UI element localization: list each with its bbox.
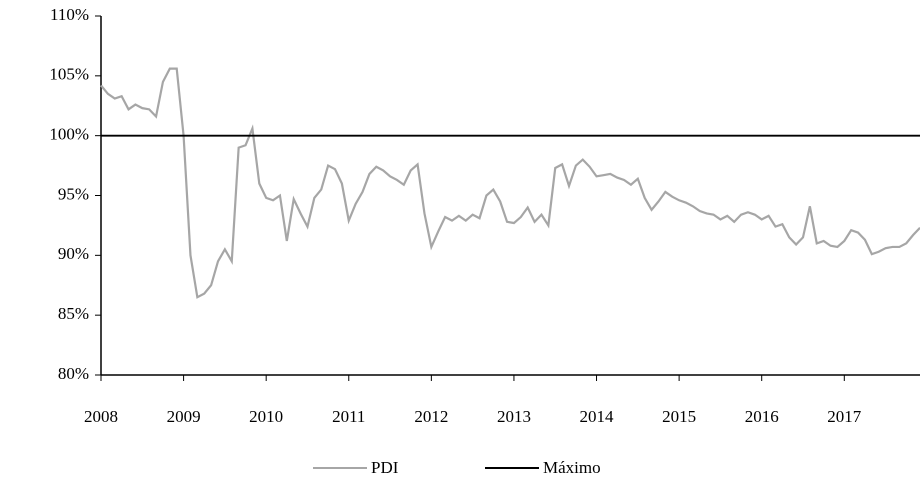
x-tick-label: 2012	[414, 407, 448, 426]
y-tick-label: 110%	[50, 5, 89, 24]
x-tick-label: 2010	[249, 407, 283, 426]
legend-label: Máximo	[543, 458, 601, 477]
x-tick-label: 2014	[580, 407, 615, 426]
y-tick-label: 95%	[58, 184, 89, 203]
y-tick-label: 80%	[58, 364, 89, 383]
x-tick-label: 2017	[827, 407, 862, 426]
y-tick-label: 85%	[58, 304, 89, 323]
series-line	[100, 67, 920, 299]
x-tick-label: 2008	[84, 407, 118, 426]
x-tick-label: 2016	[745, 407, 779, 426]
y-tick-label: 105%	[49, 65, 89, 84]
legend-label: PDI	[371, 458, 399, 477]
x-tick-label: 2015	[662, 407, 696, 426]
x-tick-label: 2011	[332, 407, 365, 426]
x-tick-label: 2013	[497, 407, 531, 426]
x-tick-label: 2009	[167, 407, 201, 426]
y-tick-label: 90%	[58, 244, 89, 263]
y-tick-label: 100%	[49, 125, 89, 144]
